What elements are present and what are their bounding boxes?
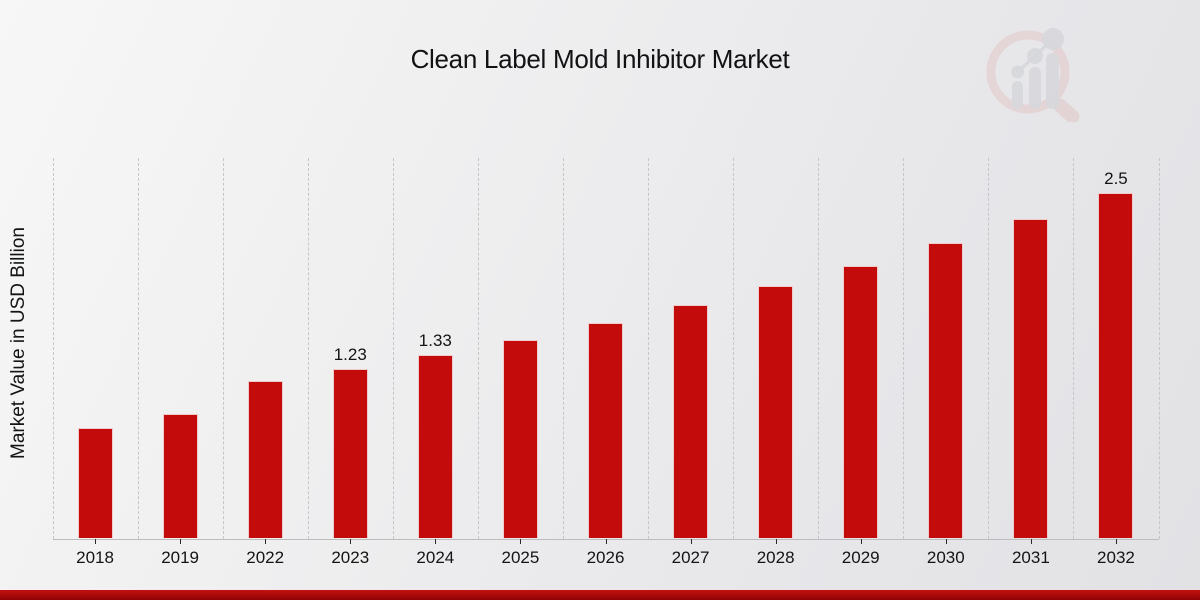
x-axis-tick-2030: [945, 538, 947, 544]
x-axis-tick-label-2031: 2031: [1011, 547, 1050, 567]
bar-2019: [162, 414, 198, 539]
x-axis-tick-2024: [435, 538, 437, 544]
bar-2031: [1013, 219, 1049, 539]
x-axis-tick-2023: [350, 538, 352, 544]
x-axis-tick-2031: [1030, 538, 1032, 544]
gridline: [1158, 158, 1160, 539]
gridline: [307, 158, 309, 539]
gridline: [52, 158, 54, 539]
bar-value-label-2032: 2.5: [1104, 169, 1128, 189]
bar-2026: [588, 323, 623, 539]
gridline: [818, 158, 820, 539]
bar-2028: [758, 285, 794, 539]
bottom-red-banner: [0, 590, 1200, 600]
x-axis-tick-label-2032: 2032: [1097, 547, 1135, 567]
bar-2032: [1098, 193, 1134, 539]
x-axis-tick-2018: [95, 538, 97, 544]
bar-2018: [77, 428, 113, 539]
brand-logo-watermark: [975, 22, 1100, 124]
x-axis-tick-2029: [860, 538, 862, 544]
x-axis-tick-label-2029: 2029: [841, 547, 880, 567]
x-axis-tick-2032: [1115, 538, 1117, 544]
x-axis-tick-2019: [180, 538, 182, 544]
x-axis-tick-label-2030: 2030: [926, 547, 965, 567]
bar-2025: [502, 339, 538, 539]
chart-title: Clean Label Mold Inhibitor Market: [410, 44, 790, 74]
gridline: [988, 158, 990, 539]
bar-2030: [928, 242, 964, 539]
x-axis-tick-2026: [605, 538, 607, 544]
gridline: [903, 158, 905, 539]
bar-2023: [332, 368, 368, 539]
bar-2029: [843, 266, 879, 539]
x-axis-tick-label-2019: 2019: [161, 547, 200, 567]
x-axis-tick-2025: [520, 538, 522, 544]
x-axis-tick-label-2022: 2022: [246, 547, 285, 567]
gridline: [562, 158, 564, 539]
x-axis-tick-label-2024: 2024: [416, 547, 455, 567]
x-axis-tick-2028: [775, 538, 777, 544]
x-axis-tick-2022: [265, 538, 267, 544]
x-axis-tick-label-2028: 2028: [756, 547, 795, 567]
gridline: [1073, 158, 1075, 539]
magnifier-bar-chart-icon: [975, 28, 1100, 126]
gridline: [477, 158, 479, 539]
gridline: [648, 158, 650, 539]
x-axis-tick-2027: [690, 538, 692, 544]
x-axis-tick-label-2018: 2018: [76, 547, 114, 567]
gridline: [222, 158, 224, 539]
x-axis-tick-label-2027: 2027: [671, 547, 710, 567]
gridline: [392, 158, 394, 539]
bar-2024: [417, 354, 453, 539]
x-axis-tick-label-2025: 2025: [501, 547, 540, 567]
gridline: [137, 158, 139, 539]
bar-value-label-2024: 1.33: [418, 330, 452, 350]
bar-value-label-2023: 1.23: [333, 344, 367, 364]
x-axis-tick-label-2023: 2023: [331, 547, 370, 567]
bar-2027: [673, 305, 709, 539]
x-axis-tick-label-2026: 2026: [586, 547, 625, 567]
gridline: [733, 158, 735, 539]
bar-2022: [247, 381, 283, 539]
